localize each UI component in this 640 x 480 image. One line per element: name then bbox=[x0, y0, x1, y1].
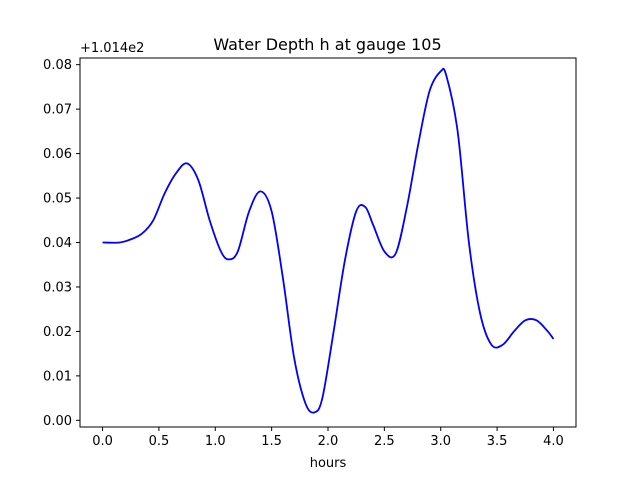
x-tick-label: 3.5 bbox=[487, 434, 508, 449]
x-tick-label: 0.5 bbox=[149, 434, 170, 449]
y-tick-label: 0.02 bbox=[43, 325, 72, 340]
x-tick-label: 2.0 bbox=[318, 434, 339, 449]
x-tick-label: 0.0 bbox=[92, 434, 113, 449]
axes-frame bbox=[79, 57, 577, 428]
y-tick-label: 0.04 bbox=[43, 236, 72, 251]
x-tick-label: 4.0 bbox=[543, 434, 564, 449]
y-offset-label: +1.014e2 bbox=[80, 41, 144, 56]
x-axis-label: hours bbox=[310, 456, 347, 471]
x-axis: 0.0 0.5 1.0 1.5 2.0 2.5 3.0 3.5 4.0 bbox=[92, 427, 564, 449]
y-tick-label: 0.00 bbox=[43, 414, 72, 429]
y-tick-label: 0.03 bbox=[43, 280, 72, 295]
x-tick-label: 3.0 bbox=[430, 434, 451, 449]
y-tick-label: 0.07 bbox=[43, 103, 72, 118]
x-tick-label: 1.5 bbox=[261, 434, 282, 449]
series-layer bbox=[102, 67, 555, 414]
x-tick-label: 2.5 bbox=[374, 434, 395, 449]
y-tick-label: 0.01 bbox=[43, 369, 72, 384]
y-tick-label: 0.08 bbox=[43, 58, 72, 73]
x-tick-label: 1.0 bbox=[205, 434, 226, 449]
series-line bbox=[102, 67, 555, 414]
chart-title: Water Depth h at gauge 105 bbox=[213, 35, 441, 54]
y-tick-label: 0.06 bbox=[43, 147, 72, 162]
y-axis: 0.00 0.01 0.02 0.03 0.04 0.05 0.06 0.07 0.08 bbox=[43, 58, 80, 429]
y-tick-label: 0.05 bbox=[43, 192, 72, 207]
